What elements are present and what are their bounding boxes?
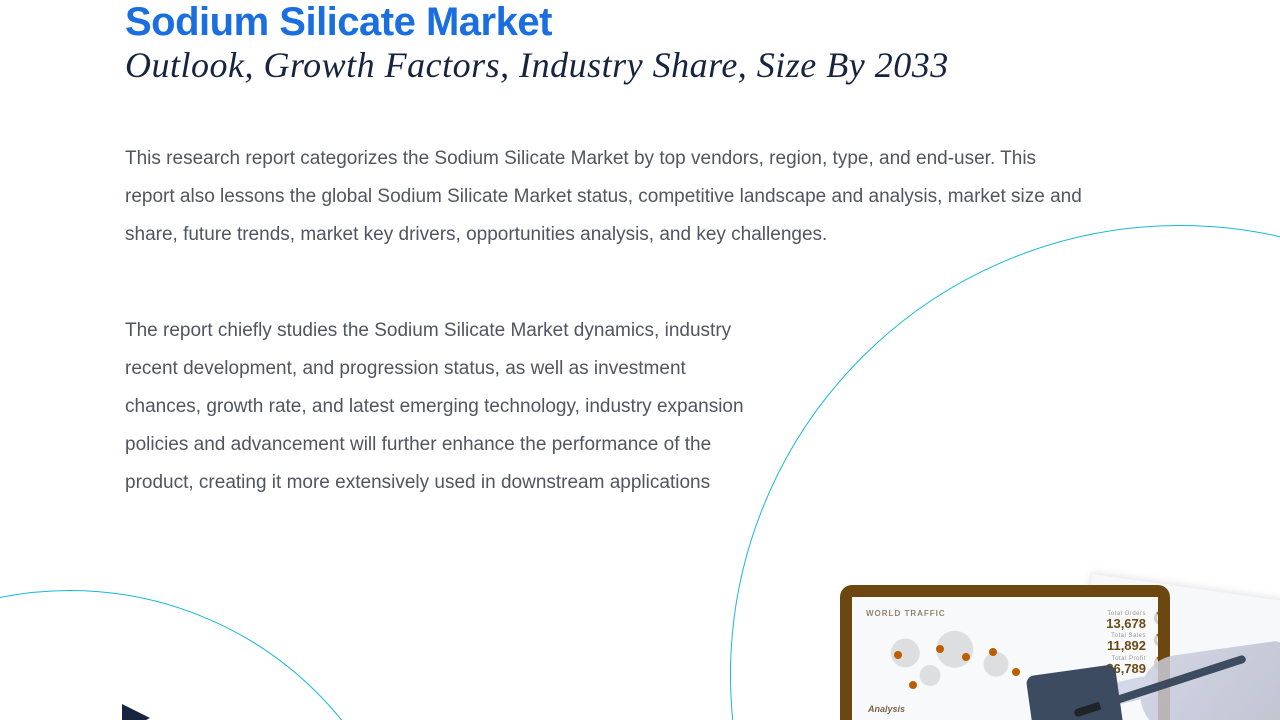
logo-arrow-icon [122,704,150,720]
page-title: Sodium Silicate Market [125,0,552,45]
page-subtitle: Outlook, Growth Factors, Industry Share,… [125,44,949,86]
map-dot-icon [936,645,944,653]
map-dot-icon [909,681,917,689]
intro-paragraph-1: This research report categorizes the Sod… [125,140,1085,254]
slide: Sodium Silicate Market Outlook, Growth F… [0,0,1280,720]
dashboard-title: WORLD TRAFFIC [866,609,946,618]
map-dot-icon [962,653,970,661]
intro-paragraph-2: The report chiefly studies the Sodium Si… [125,312,745,502]
analysis-label: Analysis [868,704,905,714]
decorative-curve-bottom-left [0,590,420,720]
map-dot-icon [894,651,902,659]
illustration: WORLD TRAFFIC Total Orders13,678Total Sa… [760,280,1280,720]
desk-items [980,600,1280,720]
